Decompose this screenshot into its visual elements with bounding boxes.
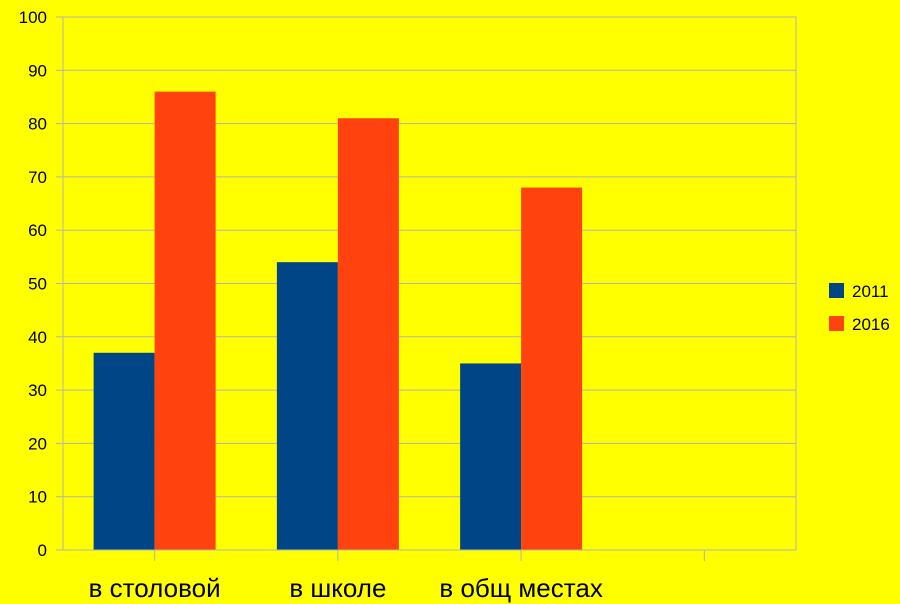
legend-label-2011: 2011 bbox=[852, 282, 889, 301]
y-tick-label: 80 bbox=[28, 115, 47, 134]
legend: 2011 2016 bbox=[829, 282, 890, 334]
y-tick-label: 100 bbox=[19, 8, 47, 27]
bar-2016-1 bbox=[337, 118, 399, 551]
y-tick-label: 40 bbox=[28, 328, 47, 347]
y-tick-label: 20 bbox=[28, 434, 47, 453]
bars bbox=[93, 91, 583, 551]
axes: 0 10 20 30 40 50 60 70 80 90 100 в столовой в школе в… bbox=[19, 8, 797, 603]
y-tick-label: 10 bbox=[28, 488, 47, 507]
y-tick-label: 90 bbox=[28, 61, 47, 80]
bar-2011-1 bbox=[276, 262, 338, 550]
x-tick-label: в школе bbox=[289, 573, 386, 603]
legend-swatch-2016 bbox=[829, 316, 844, 331]
bar-2011-2 bbox=[460, 363, 522, 550]
bar-2011-0 bbox=[93, 352, 155, 550]
y-tick-label: 50 bbox=[28, 275, 47, 294]
bar-2016-2 bbox=[521, 187, 583, 550]
bar-2016-0 bbox=[154, 91, 216, 551]
x-tick-label: в общ местах bbox=[439, 573, 602, 603]
legend-label-2016: 2016 bbox=[852, 315, 890, 334]
y-tick-label: 0 bbox=[38, 541, 47, 560]
plot-frame bbox=[62, 16, 797, 551]
y-tick-label: 60 bbox=[28, 221, 47, 240]
x-tick-label: в столовой bbox=[89, 573, 221, 603]
y-tick-label: 30 bbox=[28, 381, 47, 400]
legend-swatch-2011 bbox=[829, 283, 844, 298]
y-tick-label: 70 bbox=[28, 168, 47, 187]
